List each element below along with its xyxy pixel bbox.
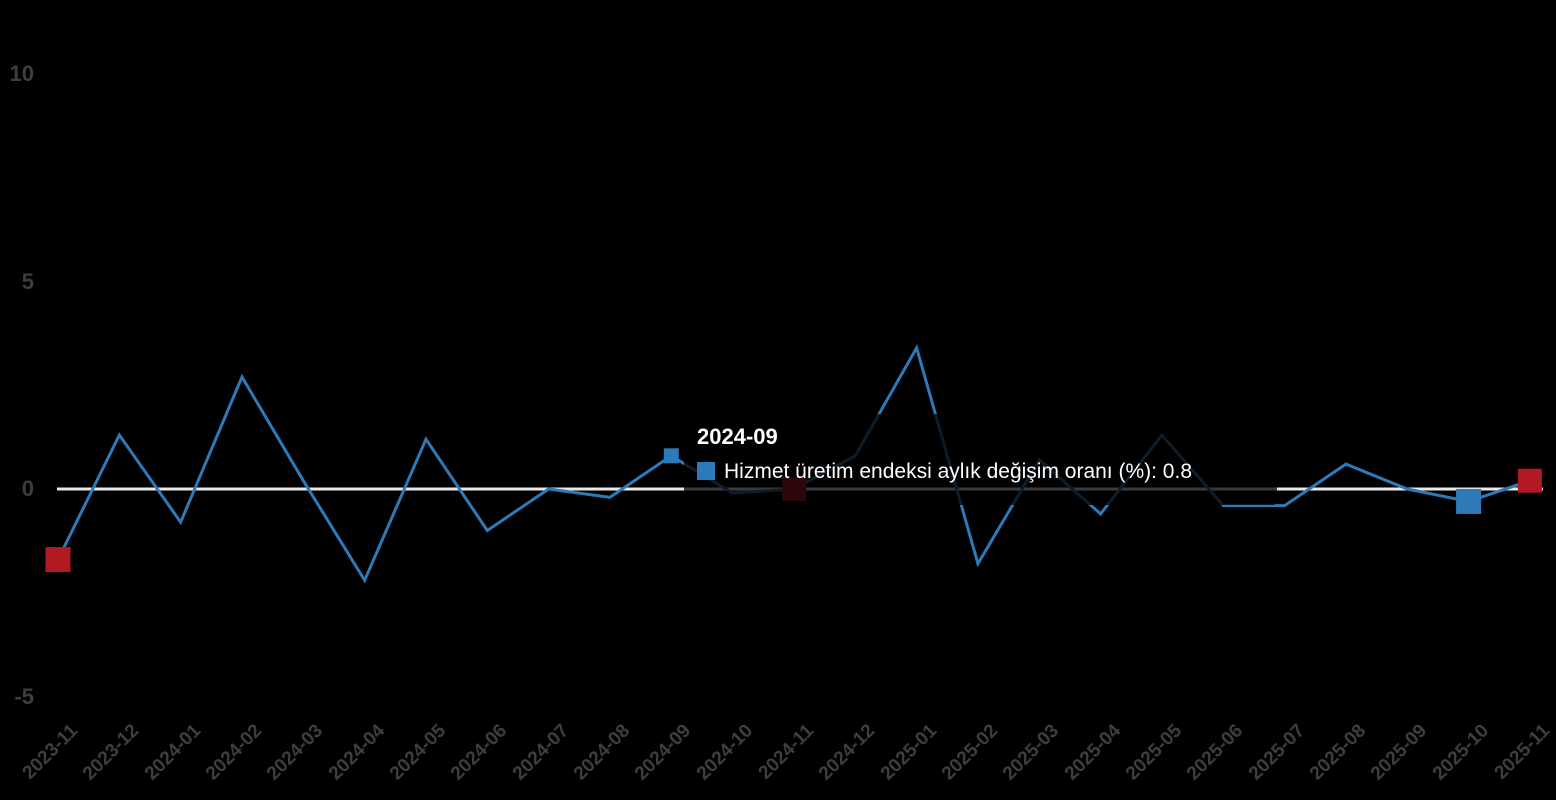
data-point-marker-2023-11[interactable]	[45, 547, 71, 573]
y-axis-label-10: 10	[9, 61, 34, 86]
y-axis-label--5: -5	[14, 683, 34, 709]
data-point-marker-2025-11[interactable]	[1517, 468, 1542, 493]
tooltip-title: 2024-09	[697, 424, 778, 449]
tooltip-series-row: Hizmet üretim endeksi aylık değişim oran…	[697, 460, 1277, 484]
y-axis-label-0: 0	[21, 476, 34, 501]
data-point-marker-2025-10[interactable]	[1456, 488, 1482, 514]
tooltip-series-text: Hizmet üretim endeksi aylık değişim oran…	[724, 460, 1192, 483]
y-axis-label-5: 5	[21, 268, 34, 294]
series-legend-swatch-icon	[697, 462, 715, 480]
chart-tooltip: 2024-09 Hizmet üretim endeksi aylık deği…	[684, 414, 1277, 505]
data-point-marker-2024-09[interactable]	[663, 448, 679, 464]
